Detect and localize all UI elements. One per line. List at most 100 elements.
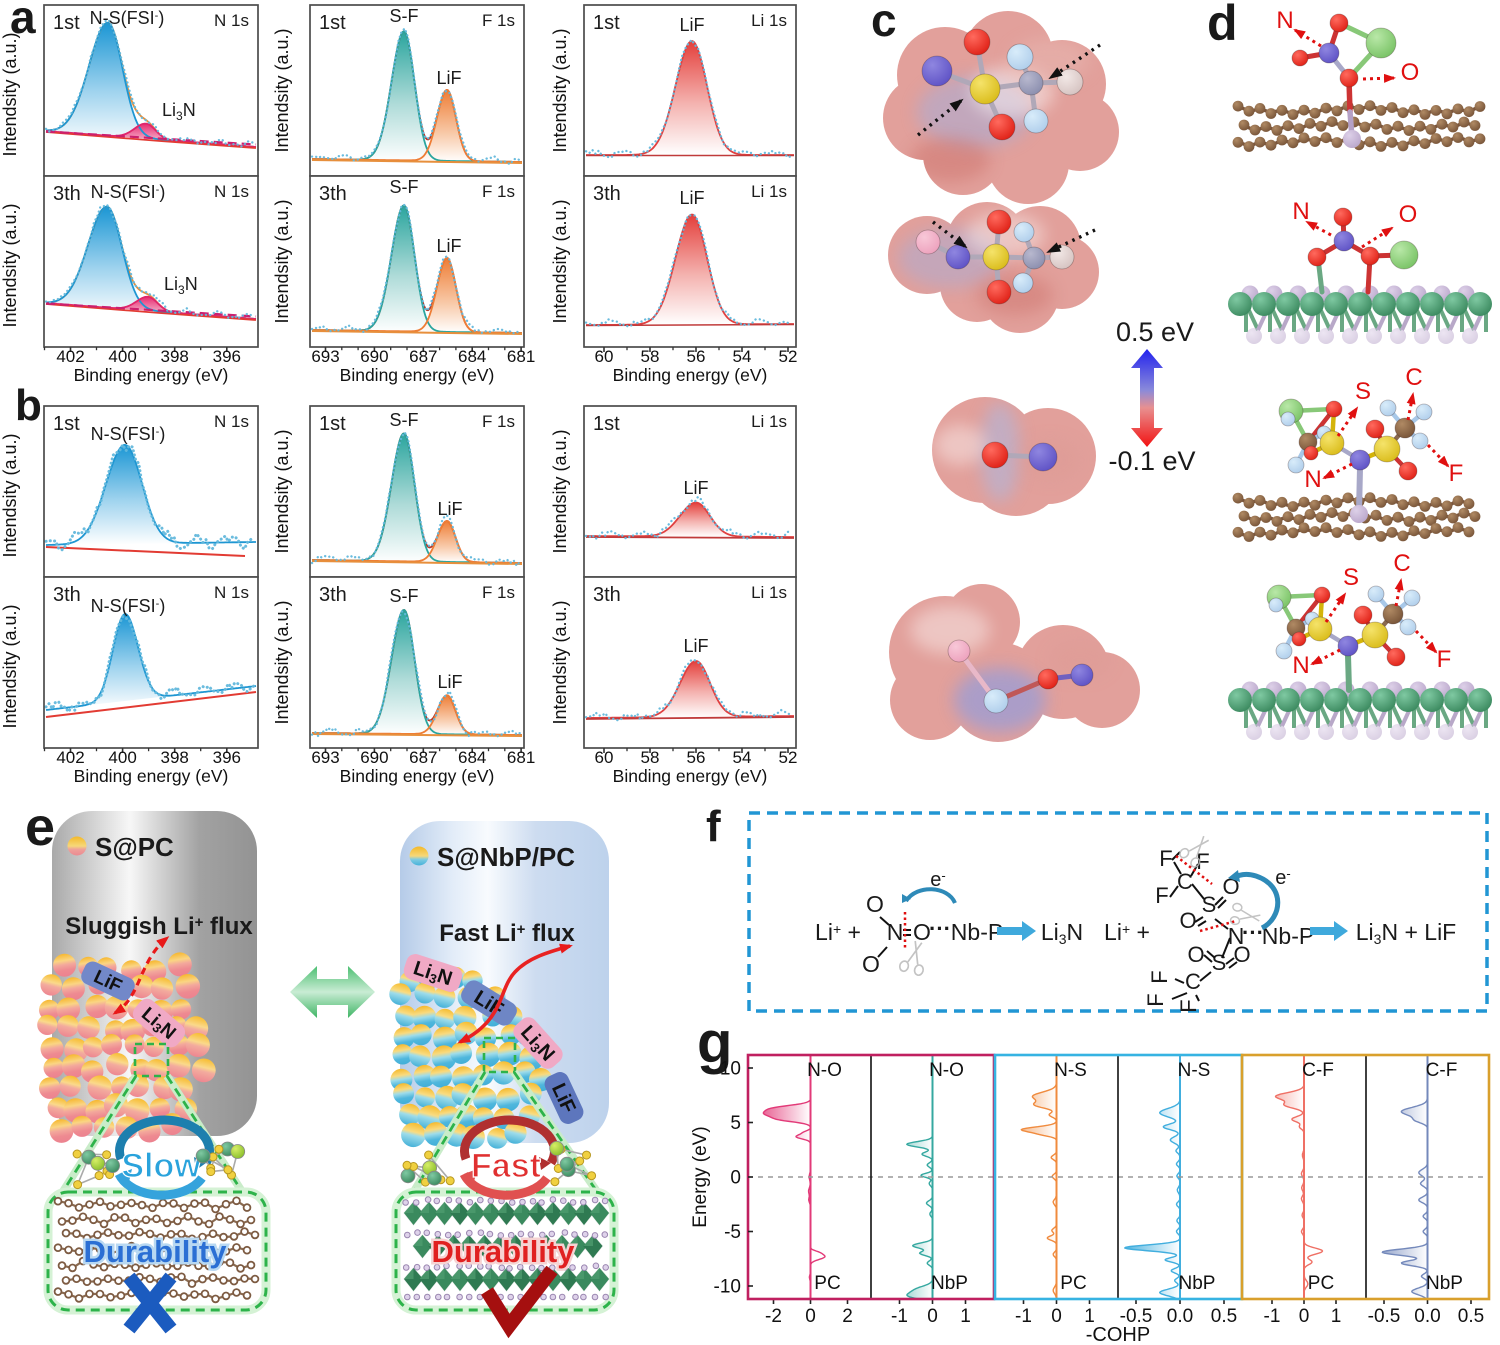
svg-text:C-F: C-F	[1426, 1060, 1458, 1081]
svg-text:N-S(FSI-): N-S(FSI-)	[91, 596, 166, 616]
svg-text:g: g	[697, 1010, 732, 1075]
svg-text:F 1s: F 1s	[482, 182, 515, 201]
svg-text:N-O: N-O	[929, 1060, 964, 1081]
svg-text:0: 0	[1051, 1306, 1062, 1327]
svg-text:-10: -10	[714, 1277, 741, 1298]
svg-text:690: 690	[360, 748, 388, 767]
svg-text:Intendsity (a.u.): Intendsity (a.u.)	[0, 433, 20, 557]
svg-text:-0.5: -0.5	[1368, 1306, 1401, 1327]
svg-text:0.0: 0.0	[1167, 1306, 1193, 1327]
svg-text:-0.1 eV: -0.1 eV	[1108, 446, 1195, 476]
svg-text:N: N	[1276, 7, 1293, 34]
svg-text:LiF: LiF	[683, 478, 708, 498]
svg-text:S@PC: S@PC	[95, 832, 174, 862]
svg-text:NbP: NbP	[931, 1273, 968, 1294]
svg-text:Intendsity (a.u.): Intendsity (a.u.)	[272, 600, 292, 724]
svg-text:58: 58	[641, 347, 660, 366]
svg-text:Nb-P: Nb-P	[1262, 923, 1314, 949]
svg-text:Intendsity (a.u.): Intendsity (a.u.)	[0, 32, 20, 156]
svg-text:N-O: N-O	[807, 1060, 842, 1081]
svg-text:3th: 3th	[593, 183, 621, 205]
svg-text:N: N	[1292, 652, 1309, 679]
svg-text:F: F	[1449, 460, 1464, 487]
svg-text:400: 400	[108, 748, 136, 767]
svg-text:Sluggish Li+ flux: Sluggish Li+ flux	[65, 913, 253, 940]
svg-text:3th: 3th	[319, 584, 347, 606]
svg-text:F: F	[1196, 849, 1209, 874]
svg-text:Li3N + LiF: Li3N + LiF	[1356, 919, 1456, 947]
svg-text:e: e	[25, 797, 55, 857]
svg-text:N 1s: N 1s	[214, 412, 249, 431]
svg-text:687: 687	[409, 347, 437, 366]
svg-text:C: C	[1393, 550, 1410, 577]
svg-text:1: 1	[1084, 1306, 1095, 1327]
svg-text:F 1s: F 1s	[482, 412, 515, 431]
svg-text:S-F: S-F	[390, 177, 419, 197]
svg-text:693: 693	[311, 347, 339, 366]
svg-text:S: S	[1202, 892, 1217, 917]
svg-text:402: 402	[56, 347, 84, 366]
svg-text:Intendsity (a.u.): Intendsity (a.u.)	[0, 604, 20, 728]
svg-text:684: 684	[458, 748, 486, 767]
svg-text:N: N	[1228, 923, 1245, 949]
svg-text:400: 400	[108, 347, 136, 366]
svg-text:O: O	[1401, 59, 1420, 86]
svg-text:f: f	[706, 802, 721, 851]
svg-text:1st: 1st	[319, 12, 346, 34]
svg-text:Binding energy (eV): Binding energy (eV)	[74, 766, 229, 786]
svg-text:-5: -5	[724, 1222, 741, 1243]
svg-text:Binding energy (eV): Binding energy (eV)	[613, 766, 768, 786]
svg-text:10: 10	[720, 1059, 741, 1080]
svg-text:3th: 3th	[593, 584, 621, 606]
svg-text:Intendsity (a.u.): Intendsity (a.u.)	[550, 429, 570, 553]
svg-text:396: 396	[213, 347, 241, 366]
svg-text:Binding energy (eV): Binding energy (eV)	[340, 766, 495, 786]
svg-text:S: S	[1355, 378, 1371, 405]
svg-text:Intendsity (a.u.): Intendsity (a.u.)	[550, 600, 570, 724]
svg-text:1st: 1st	[53, 12, 80, 34]
svg-text:a: a	[10, 0, 36, 43]
svg-text:F: F	[1155, 883, 1168, 908]
svg-text:0: 0	[1299, 1306, 1310, 1327]
svg-text:O: O	[1179, 908, 1196, 933]
svg-text:S-F: S-F	[390, 586, 419, 606]
svg-text:N: N	[887, 919, 904, 945]
svg-text:Li 1s: Li 1s	[751, 11, 787, 30]
svg-text:S-F: S-F	[390, 410, 419, 430]
svg-text:S: S	[1343, 564, 1359, 591]
svg-text:56: 56	[687, 748, 706, 767]
svg-text:54: 54	[733, 347, 752, 366]
svg-text:O: O	[866, 891, 884, 917]
svg-text:0: 0	[805, 1306, 816, 1327]
svg-text:3th: 3th	[53, 584, 81, 606]
svg-text:N 1s: N 1s	[214, 182, 249, 201]
svg-text:Durability: Durability	[84, 1234, 228, 1269]
svg-text:1st: 1st	[593, 413, 620, 435]
svg-text:402: 402	[56, 748, 84, 767]
svg-text:687: 687	[409, 748, 437, 767]
svg-text:F: F	[1437, 646, 1452, 673]
svg-text:Binding energy (eV): Binding energy (eV)	[613, 365, 768, 385]
svg-text:F: F	[1143, 993, 1168, 1006]
svg-text:684: 684	[458, 347, 486, 366]
svg-text:O: O	[1399, 201, 1418, 228]
svg-text:F: F	[1147, 970, 1172, 983]
svg-text:Durability: Durability	[432, 1234, 576, 1269]
svg-text:Binding energy (eV): Binding energy (eV)	[74, 365, 229, 385]
svg-text:3th: 3th	[53, 183, 81, 205]
svg-text:N: N	[1292, 198, 1309, 225]
svg-text:56: 56	[687, 347, 706, 366]
svg-text:Binding energy (eV): Binding energy (eV)	[340, 365, 495, 385]
svg-text:PC: PC	[1060, 1273, 1086, 1294]
svg-text:Intendsity (a.u.): Intendsity (a.u.)	[272, 429, 292, 553]
svg-text:S@NbP/PC: S@NbP/PC	[437, 842, 575, 872]
svg-text:PC: PC	[814, 1273, 840, 1294]
svg-text:LiF: LiF	[437, 672, 462, 692]
svg-text:Intendsity (a.u.): Intendsity (a.u.)	[550, 28, 570, 152]
svg-text:690: 690	[360, 347, 388, 366]
svg-text:Intendsity (a.u.): Intendsity (a.u.)	[0, 203, 20, 327]
svg-text:-0.5: -0.5	[1120, 1306, 1153, 1327]
svg-text:681: 681	[507, 347, 535, 366]
svg-text:Nb-P: Nb-P	[951, 919, 1003, 945]
svg-text:0: 0	[927, 1306, 938, 1327]
